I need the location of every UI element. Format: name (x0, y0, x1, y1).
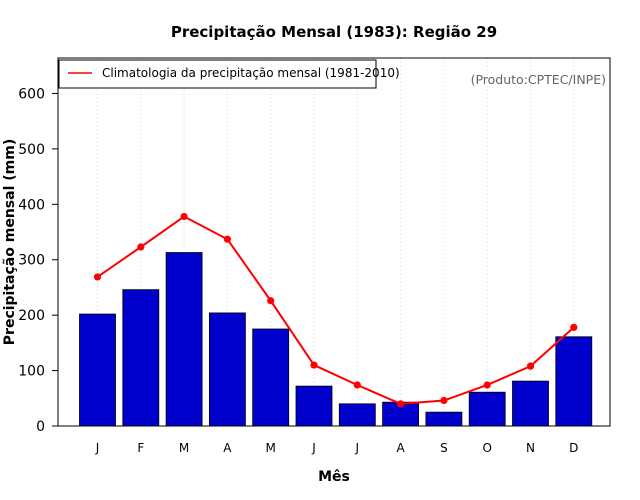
x-tick-label: M (179, 441, 189, 455)
bar-10 (512, 380, 549, 427)
climatology-series (93, 212, 578, 408)
y-axis: 0 100 200 300 400 500 600 (18, 86, 58, 435)
climatology-point-10 (526, 362, 535, 370)
plot-frame (57, 57, 611, 427)
y-tick-label: 100 (18, 364, 45, 380)
x-axis-label: Mês (318, 469, 350, 485)
x-tick-label: N (526, 441, 535, 455)
bar-3 (208, 312, 246, 427)
x-tick-label: J (95, 441, 100, 455)
legend-box (58, 59, 377, 89)
bar-6 (338, 403, 376, 427)
bar-0 (79, 313, 116, 427)
bar-series (79, 252, 593, 427)
x-tick-label: D (569, 441, 578, 455)
climatology-point-7 (397, 400, 405, 408)
climatology-point-6 (353, 381, 361, 389)
x-tick-label: S (440, 441, 448, 455)
climatology-line (96, 215, 575, 405)
climatology-point-3 (223, 235, 231, 243)
bar-2 (165, 252, 203, 427)
y-tick-label: 0 (36, 419, 45, 435)
chart-title: Precipitação Mensal (1983): Região 29 (171, 23, 497, 41)
y-tick-label: 500 (18, 142, 45, 158)
climatology-point-9 (483, 381, 491, 389)
bar-1 (122, 289, 160, 427)
y-tick-label: 200 (18, 308, 45, 324)
climatology-point-5 (310, 361, 318, 369)
climatology-point-11 (570, 323, 578, 331)
legend-entry-climatology: Climatologia da precipitação mensal (198… (102, 66, 400, 80)
source-annotation: (Produto:CPTEC/INPE) (471, 72, 606, 87)
climatology-point-0 (93, 273, 102, 281)
x-tick-label: F (137, 441, 144, 455)
climatology-point-4 (267, 297, 275, 305)
x-tick-label: O (482, 441, 491, 455)
bar-9 (468, 391, 506, 427)
x-tick-label: J (311, 441, 316, 455)
climatology-point-1 (137, 243, 145, 251)
y-axis-label: Precipitação mensal (mm) (2, 139, 18, 345)
y-tick-label: 300 (18, 253, 45, 269)
bar-8 (425, 411, 463, 427)
bar-5 (295, 385, 333, 427)
bar-4 (252, 328, 290, 427)
x-tick-label: M (266, 441, 276, 455)
y-tick-label: 600 (18, 86, 45, 102)
climatology-point-2 (180, 212, 188, 221)
x-tick-label: J (355, 441, 360, 455)
bar-11 (555, 336, 593, 427)
legend: Climatologia da precipitação mensal (198… (58, 59, 400, 89)
y-tick-label: 400 (18, 197, 45, 213)
x-tick-label: A (223, 441, 232, 455)
x-tick-label: A (396, 441, 405, 455)
climatology-point-8 (440, 396, 448, 405)
